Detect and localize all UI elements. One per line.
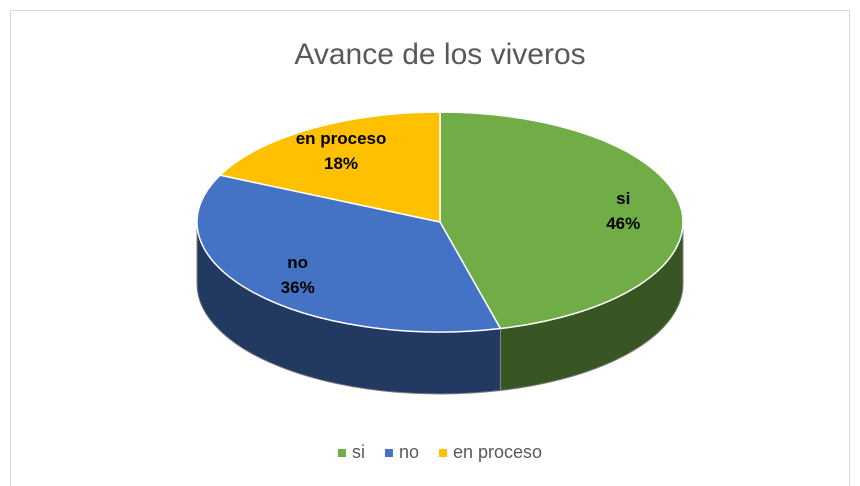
data-label-value: 36% — [281, 278, 315, 297]
data-label-value: 46% — [606, 214, 640, 233]
data-label-category: en proceso — [296, 129, 387, 148]
legend-label: no — [399, 442, 419, 462]
legend-swatch — [337, 449, 346, 457]
data-label-category: no — [287, 253, 308, 272]
data-label-category: si — [616, 189, 630, 208]
legend-swatch — [384, 449, 393, 457]
legend-label: en proceso — [453, 442, 542, 462]
slice — [218, 111, 441, 223]
slice — [196, 174, 502, 333]
slice — [439, 111, 684, 330]
chart-title: Avance de los viveros — [294, 38, 585, 71]
legend: si no en proceso — [337, 442, 542, 462]
data-label-value: 18% — [324, 154, 358, 173]
legend-label: si — [352, 442, 365, 462]
legend-swatch — [438, 449, 447, 457]
